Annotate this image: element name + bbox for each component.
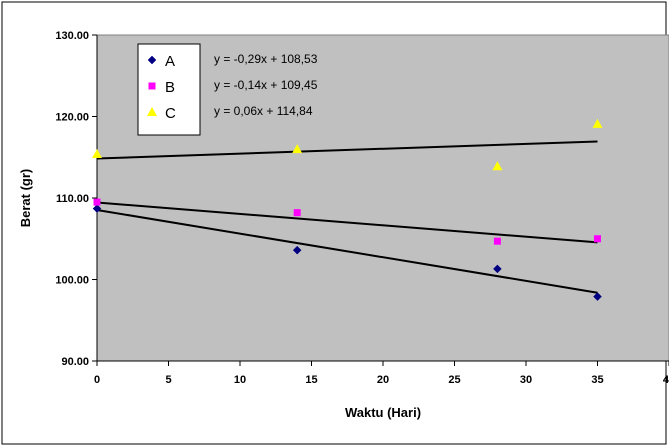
point-c	[92, 148, 102, 158]
point-c	[592, 118, 603, 128]
x-tick-label: 20	[377, 374, 389, 386]
equation-a: y = -0,29x + 108,53	[214, 52, 318, 66]
legend: ABC	[137, 43, 201, 136]
trendline-a	[96, 208, 598, 294]
trendline-c	[96, 140, 598, 160]
point-b	[594, 235, 601, 243]
x-tick-label: 15	[305, 374, 317, 386]
point-a	[493, 264, 502, 274]
legend-marker-c	[147, 107, 157, 116]
point-a	[292, 245, 302, 255]
point-b	[293, 209, 301, 217]
x-tick-label: 25	[448, 374, 460, 386]
x-tick-label: 40	[663, 374, 669, 386]
x-axis-title: Waktu (Hari)	[345, 405, 421, 420]
equation-c: y = 0,06x + 114,84	[214, 104, 313, 118]
equation-b: y = -0,14x + 109,45	[214, 78, 318, 92]
y-tick-label: 120.00	[55, 112, 89, 124]
x-tick-label: 30	[520, 374, 532, 386]
point-c	[492, 161, 503, 171]
point-b	[93, 198, 101, 206]
trendline-equations: y = -0,29x + 108,53 y = -0,14x + 109,45 y …	[214, 52, 318, 118]
point-a	[593, 292, 602, 301]
legend-label-b: B	[165, 79, 175, 96]
legend-marker-a	[147, 55, 157, 65]
legend-label-a: A	[165, 53, 175, 70]
y-tick-label: 130.00	[55, 30, 89, 42]
trendlines	[96, 140, 598, 294]
legend-label-c: C	[165, 105, 176, 122]
data-points	[92, 118, 603, 301]
y-tick-label: 110.00	[56, 193, 89, 205]
x-axis: 0 5 10 15 20 25 30 35 40	[94, 360, 669, 386]
y-tick-label: 100.00	[55, 275, 89, 287]
x-tick-label: 35	[591, 374, 603, 386]
x-tick-label: 5	[165, 374, 171, 386]
x-tick-label: 10	[234, 374, 246, 386]
trendline-b	[96, 201, 598, 244]
point-b	[493, 237, 501, 245]
y-axis: 90.00 100.00 110.00 120.00 130.00	[55, 30, 98, 368]
legend-box	[137, 43, 201, 136]
point-c	[292, 144, 303, 154]
x-tick-label: 0	[94, 374, 100, 386]
y-tick-label: 90.00	[61, 356, 89, 368]
y-axis-title: Berat (gr)	[18, 169, 33, 228]
point-a	[92, 204, 102, 213]
legend-marker-b	[148, 82, 156, 90]
